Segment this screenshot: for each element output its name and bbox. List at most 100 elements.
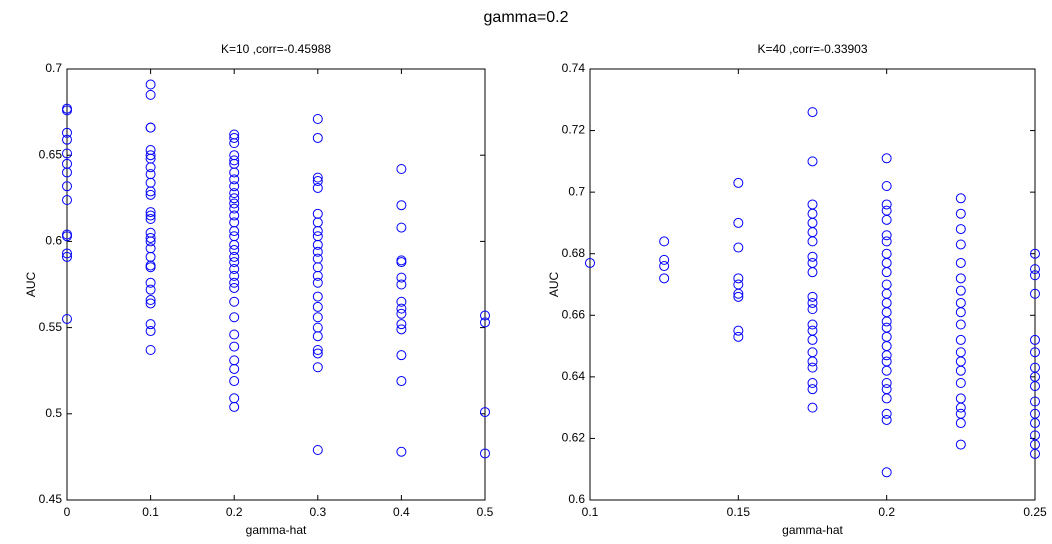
scatter-point xyxy=(62,181,72,192)
scatter-point xyxy=(312,182,323,193)
scatter-point xyxy=(807,378,818,389)
scatter-point xyxy=(145,207,156,218)
scatter-point xyxy=(807,267,818,278)
scatter-point xyxy=(1030,347,1040,358)
scatter-point xyxy=(229,277,240,288)
scatter-point xyxy=(229,210,240,221)
scatter-point xyxy=(881,378,892,389)
scatter-point xyxy=(807,251,818,262)
plot-area xyxy=(66,68,486,501)
scatter-point xyxy=(312,312,323,323)
y-tick-label: 0.66 xyxy=(562,307,586,321)
scatter-point xyxy=(62,248,72,259)
scatter-point xyxy=(229,296,240,307)
scatter-point xyxy=(62,105,72,116)
scatter-point xyxy=(145,210,156,221)
scatter-point xyxy=(955,239,966,250)
scatter-point xyxy=(312,362,323,373)
scatter-point xyxy=(312,301,323,312)
scatter-point xyxy=(229,282,240,293)
scatter-point xyxy=(733,291,744,302)
y-axis-label: AUC xyxy=(24,272,38,298)
scatter-point xyxy=(881,214,892,225)
y-tick-label: 0.5 xyxy=(45,406,62,420)
scatter-point xyxy=(807,236,818,247)
scatter-point xyxy=(229,251,240,262)
scatter-point xyxy=(312,348,323,359)
scatter-point xyxy=(807,334,818,345)
scatter-point xyxy=(955,334,966,345)
scatter-point xyxy=(145,298,156,309)
scatter-point xyxy=(480,448,490,459)
scatter-point xyxy=(145,162,156,173)
scatter-point xyxy=(881,316,892,327)
scatter-point xyxy=(807,384,818,395)
scatter-point xyxy=(229,245,240,256)
y-tick-label: 0.74 xyxy=(562,61,586,75)
scatter-point xyxy=(229,376,240,387)
scatter-point xyxy=(955,319,966,330)
scatter-point xyxy=(955,224,966,235)
scatter-point xyxy=(659,236,670,247)
scatter-point xyxy=(807,402,818,413)
scatter-point xyxy=(62,313,72,324)
scatter-point xyxy=(312,172,323,183)
scatter-point xyxy=(396,257,407,268)
y-tick-label: 0.68 xyxy=(562,246,586,260)
scatter-point xyxy=(807,297,818,308)
scatter-point xyxy=(145,262,156,273)
scatter-point xyxy=(396,279,407,290)
subplot-title: K=10 ,corr=-0.45988 xyxy=(221,42,331,56)
scatter-point xyxy=(881,414,892,425)
y-tick-label: 0.6 xyxy=(568,492,585,506)
scatter-point xyxy=(733,242,744,253)
scatter-point xyxy=(396,308,407,319)
scatter-point xyxy=(881,180,892,191)
scatter-point xyxy=(312,445,323,456)
scatter-point xyxy=(881,236,892,247)
scatter-point xyxy=(145,189,156,200)
scatter-point xyxy=(229,132,240,143)
scatter-point xyxy=(229,181,240,192)
scatter-point xyxy=(480,310,490,321)
y-axis-label: AUC xyxy=(547,272,561,298)
x-tick-label: 0.2 xyxy=(878,505,895,519)
scatter-point xyxy=(145,277,156,288)
scatter-point xyxy=(229,239,240,250)
y-tick-label: 0.45 xyxy=(39,492,63,506)
scatter-point xyxy=(312,132,323,143)
scatter-point xyxy=(312,113,323,124)
scatter-point xyxy=(1030,396,1040,407)
x-tick-label: 0 xyxy=(64,505,71,519)
plot-area xyxy=(589,68,1036,501)
scatter-point xyxy=(396,272,407,283)
scatter-point xyxy=(229,198,240,209)
scatter-point xyxy=(733,288,744,299)
scatter-point xyxy=(229,226,240,237)
scatter-point xyxy=(145,150,156,161)
scatter-point xyxy=(229,138,240,149)
scatter-point xyxy=(145,236,156,247)
scatter-point xyxy=(145,79,156,90)
scatter-point xyxy=(62,134,72,145)
figure-title: gamma=0.2 xyxy=(484,9,569,26)
scatter-point xyxy=(1030,381,1040,392)
scatter-point xyxy=(881,230,892,241)
scatter-point xyxy=(145,213,156,224)
scatter-point xyxy=(229,401,240,412)
scatter-point xyxy=(312,176,323,187)
scatter-point xyxy=(396,200,407,211)
scatter-point xyxy=(229,363,240,374)
scatter-point xyxy=(1030,270,1040,281)
y-tick-label: 0.55 xyxy=(39,320,63,334)
scatter-point xyxy=(1030,448,1040,459)
y-tick-label: 0.65 xyxy=(39,147,63,161)
scatter-point xyxy=(312,226,323,237)
scatter-point xyxy=(145,345,156,356)
scatter-point xyxy=(229,167,240,178)
scatter-point xyxy=(733,331,744,342)
scatter-point xyxy=(312,291,323,302)
scatter-point xyxy=(396,163,407,174)
scatter-point xyxy=(881,350,892,361)
